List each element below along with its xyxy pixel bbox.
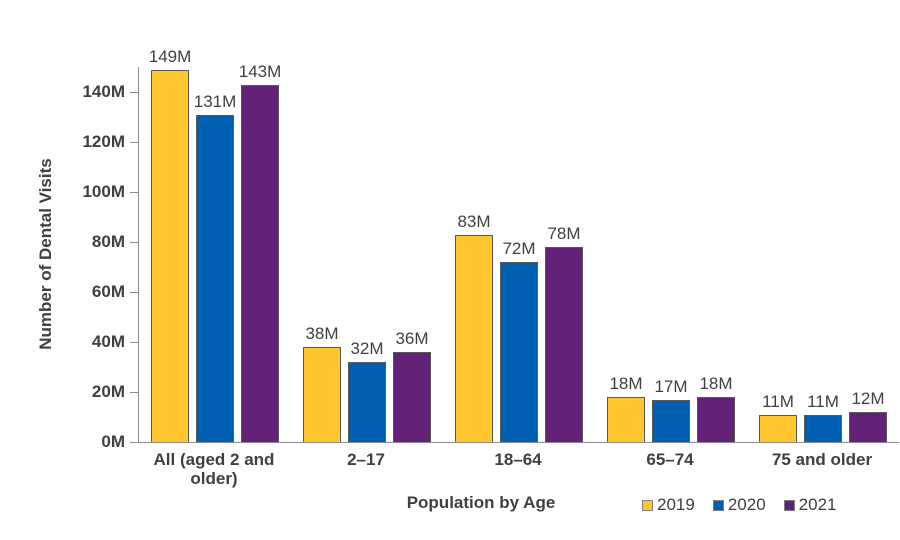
y-tick-mark — [130, 392, 139, 393]
y-tick-mark — [130, 192, 139, 193]
y-tick-mark — [130, 92, 139, 93]
bar — [151, 69, 189, 442]
legend-label: 2021 — [798, 495, 837, 514]
bar-value-label: 18M — [609, 374, 643, 393]
bar-value-label: 32M — [350, 339, 384, 358]
legend-swatch — [783, 499, 795, 511]
bar — [500, 262, 538, 442]
category-label: 18–64 — [494, 450, 542, 469]
y-tick-label: 100M — [82, 182, 125, 201]
legend-item: 2020 — [712, 495, 766, 515]
category-label: 65–74 — [646, 450, 694, 469]
bar-value-label: 83M — [457, 211, 491, 231]
bar-value-label: 12M — [851, 389, 885, 408]
y-tick-label: 80M — [91, 232, 125, 251]
bar-value-label: 17M — [654, 376, 688, 396]
legend-item: 2019 — [642, 495, 695, 515]
y-tick-label: 0M — [101, 432, 125, 451]
bar-value-label: 131M — [193, 91, 237, 111]
bar — [545, 247, 583, 442]
bar — [303, 347, 341, 442]
legend: 2019 2020 2021 — [642, 495, 836, 515]
category-label: 75 and older — [771, 450, 873, 469]
bar-value-label: 78M — [547, 224, 581, 243]
bar-value-label: 11M — [762, 391, 794, 411]
bar-value-label: 11M — [807, 391, 839, 411]
bar — [348, 362, 386, 442]
y-tick-mark — [130, 342, 139, 343]
bar — [697, 397, 735, 442]
y-tick-mark — [130, 142, 139, 143]
bar-value-label: 18M — [699, 374, 733, 393]
bar — [759, 414, 797, 442]
category-label: All (aged 2 and older) — [153, 450, 275, 488]
legend-label: 2019 — [657, 495, 695, 514]
y-tick-mark — [130, 242, 139, 243]
y-tick-label: 20M — [91, 382, 125, 401]
bar — [804, 414, 842, 442]
y-tick-mark — [130, 292, 139, 293]
bar — [393, 352, 431, 442]
bar — [196, 114, 234, 442]
y-tick-label: 140M — [82, 82, 125, 101]
y-tick-label: 60M — [91, 282, 125, 301]
legend-swatch — [712, 499, 724, 511]
bar-value-label: 38M — [305, 324, 339, 343]
plot-area: 149M 131M 143M 38M 32M 36M 83M 72M 78M 18M 17M 18M 1… — [138, 47, 899, 443]
bar-value-label: 36M — [395, 329, 429, 348]
bar-value-label: 149M — [148, 46, 192, 66]
x-axis-title: Population by Age — [406, 493, 556, 512]
bar-value-label: 72M — [502, 239, 536, 258]
bar — [455, 234, 493, 442]
legend-item: 2021 — [783, 495, 837, 515]
bar-value-label: 143M — [238, 61, 282, 81]
legend-label: 2020 — [727, 495, 766, 514]
bar — [241, 84, 279, 442]
y-tick-mark — [130, 442, 139, 443]
bar — [652, 399, 690, 442]
y-tick-label: 120M — [82, 132, 125, 151]
bar — [607, 397, 645, 442]
legend-swatch — [642, 499, 653, 511]
y-tick-label: 40M — [91, 332, 125, 351]
category-label: 2–17 — [347, 450, 385, 469]
bar — [849, 412, 887, 442]
